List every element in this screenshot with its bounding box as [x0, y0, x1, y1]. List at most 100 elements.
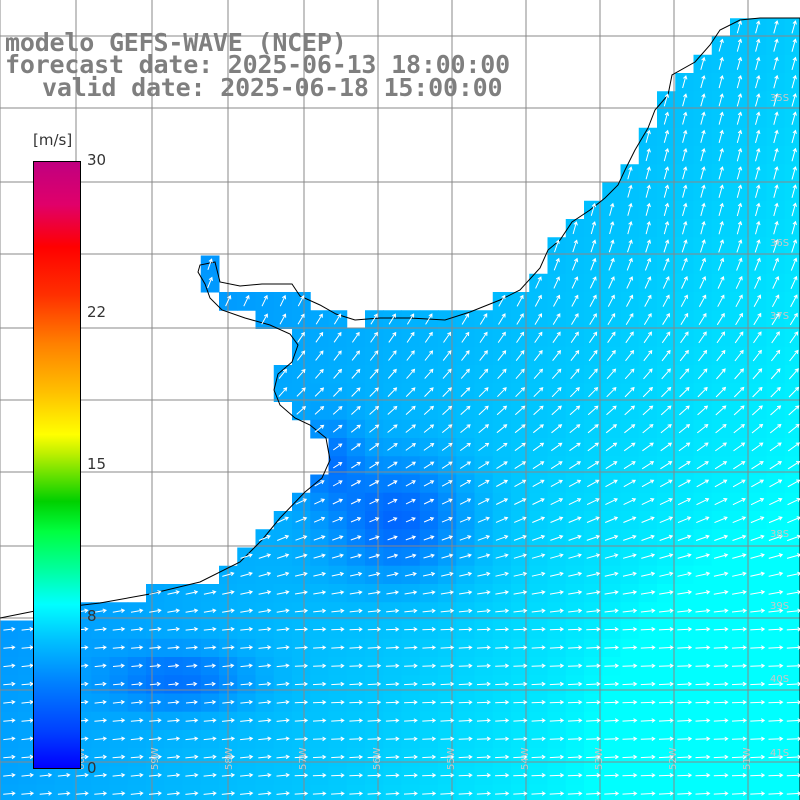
wind-arrow	[604, 773, 620, 778]
wind-arrow	[549, 663, 565, 669]
wind-cell	[292, 292, 311, 311]
wind-arrow	[495, 773, 510, 778]
wind-arrow	[604, 627, 619, 632]
wind-arrow	[732, 497, 746, 506]
wind-cell	[383, 328, 402, 348]
wind-arrow	[623, 479, 637, 488]
wind-arrow	[459, 480, 472, 487]
wind-arrow	[514, 479, 527, 488]
wind-cell	[748, 784, 767, 800]
wind-arrow	[790, 275, 798, 290]
wind-cell	[711, 383, 731, 402]
wind-arrow	[682, 147, 688, 162]
wind-cell	[292, 365, 311, 384]
wind-cell	[492, 383, 512, 402]
wind-arrow	[587, 405, 599, 416]
wind-arrow	[331, 608, 345, 614]
wind-cell	[657, 292, 676, 311]
wind-arrow	[222, 645, 235, 650]
wind-cell	[784, 164, 800, 183]
wind-arrow	[755, 38, 761, 52]
wind-arrow	[773, 74, 779, 89]
wind-cell	[365, 419, 384, 439]
wind-arrow	[786, 553, 800, 559]
wind-arrow	[294, 754, 309, 760]
wind-arrow	[604, 590, 619, 595]
wind-arrow	[716, 331, 726, 344]
wind-arrow	[787, 442, 800, 452]
wind-cell	[492, 346, 512, 366]
wind-arrow	[607, 294, 615, 307]
wind-arrow	[94, 645, 107, 650]
wind-arrow	[149, 681, 162, 687]
wind-arrow	[406, 350, 415, 361]
wind-arrow	[627, 184, 633, 198]
wind-arrow	[549, 645, 565, 650]
wind-arrow	[718, 38, 724, 52]
wind-cell	[383, 310, 402, 329]
wind-cell	[383, 365, 402, 384]
wind-cell	[657, 784, 676, 800]
wind-arrow	[313, 608, 327, 614]
wind-arrow	[458, 791, 473, 796]
wind-arrow	[442, 350, 452, 361]
wind-arrow	[349, 773, 364, 778]
wind-arrow	[604, 553, 619, 559]
wind-cell	[675, 383, 694, 402]
wind-arrow	[586, 773, 601, 778]
wind-arrow	[514, 516, 527, 523]
wind-arrow	[350, 517, 362, 523]
wind-arrow	[755, 111, 761, 125]
wind-arrow	[370, 313, 378, 325]
wind-arrow	[588, 331, 598, 343]
wind-arrow	[349, 663, 363, 669]
wind-arrow	[315, 350, 324, 361]
wind-arrow	[367, 736, 382, 742]
lat-label: 38S	[770, 529, 789, 540]
wind-arrow	[645, 129, 651, 143]
wind-arrow	[791, 184, 797, 198]
wind-arrow	[258, 718, 272, 723]
wind-arrow	[3, 645, 16, 650]
wind-arrow	[732, 553, 747, 559]
wind-arrow	[627, 202, 633, 216]
wind-arrow	[387, 443, 398, 451]
wind-cell	[638, 474, 658, 494]
wind-arrow	[351, 405, 361, 415]
wind-arrow	[700, 93, 706, 107]
wind-arrow	[21, 772, 34, 778]
wind-arrow	[532, 516, 546, 523]
wind-arrow	[333, 331, 342, 343]
wind-arrow	[736, 129, 743, 144]
wind-arrow	[350, 535, 362, 541]
wind-arrow	[476, 700, 491, 705]
wind-arrow	[131, 681, 143, 687]
wind-arrow	[130, 736, 144, 741]
wind-arrow	[627, 166, 633, 180]
wind-arrow	[791, 220, 797, 235]
wind-arrow	[787, 516, 800, 524]
wind-arrow	[351, 368, 361, 379]
wind-arrow	[476, 645, 491, 650]
wind-arrow	[791, 239, 798, 253]
wind-cell	[565, 456, 585, 475]
wind-arrow	[422, 700, 437, 705]
wind-arrow	[567, 791, 583, 796]
wind-cell	[748, 419, 767, 439]
wind-arrow	[768, 608, 784, 613]
wind-arrow	[369, 368, 379, 379]
wind-arrow	[645, 220, 651, 235]
wind-arrow	[677, 736, 693, 742]
wind-arrow	[553, 276, 560, 289]
wind-arrow	[768, 754, 784, 760]
model-title: modelo GEFS-WAVE (NCEP)	[5, 28, 347, 57]
wind-arrow	[772, 257, 779, 271]
wind-arrow	[276, 553, 290, 559]
wind-arrow	[768, 534, 784, 541]
wind-arrow	[478, 387, 489, 398]
wind-arrow	[769, 461, 782, 470]
wind-arrow	[755, 166, 761, 180]
wind-arrow	[751, 479, 765, 488]
wind-arrow	[755, 56, 761, 71]
wind-arrow	[441, 498, 453, 505]
